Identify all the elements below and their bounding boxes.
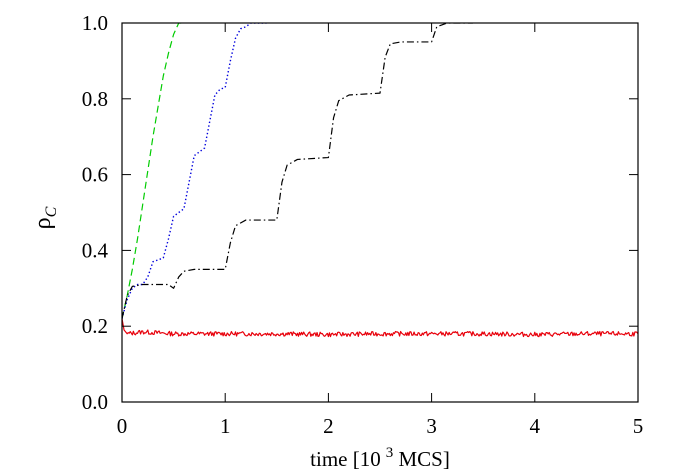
x-axis-title-superscript: 3 [386,445,394,461]
x-axis-title-rest: MCS] [393,447,450,471]
y-tick-label: 0.2 [82,314,108,338]
series-line-4 [122,23,473,319]
y-axis-title: ρC [30,206,60,229]
series-layer [122,23,638,338]
y-tick-label: 0.6 [82,163,108,187]
series-line-2 [122,23,184,319]
x-tick-label: 0 [117,414,128,438]
series-line-3 [122,23,267,319]
series-line-1 [122,318,638,338]
y-axis-title-subscript: C [43,206,60,217]
x-tick-label: 3 [426,414,437,438]
y-axis-title-main: ρ [30,217,56,229]
y-tick-label: 0.4 [82,238,109,262]
y-tick-label: 0.8 [82,87,108,111]
y-tick-label: 1.0 [82,11,108,35]
x-axis-title-main: time [10 [310,447,381,471]
x-tick-label: 4 [530,414,541,438]
ticks-layer: 0 1 2 3 4 5 0.0 0.2 0.4 0.6 0.8 1.0 [82,11,644,438]
y-tick-label: 0.0 [82,390,108,414]
x-tick-label: 2 [323,414,334,438]
plot-frame [121,22,639,403]
x-tick-label: 5 [633,414,644,438]
x-axis-title: time [10 3 MCS] [310,445,450,471]
x-tick-label: 1 [220,414,231,438]
